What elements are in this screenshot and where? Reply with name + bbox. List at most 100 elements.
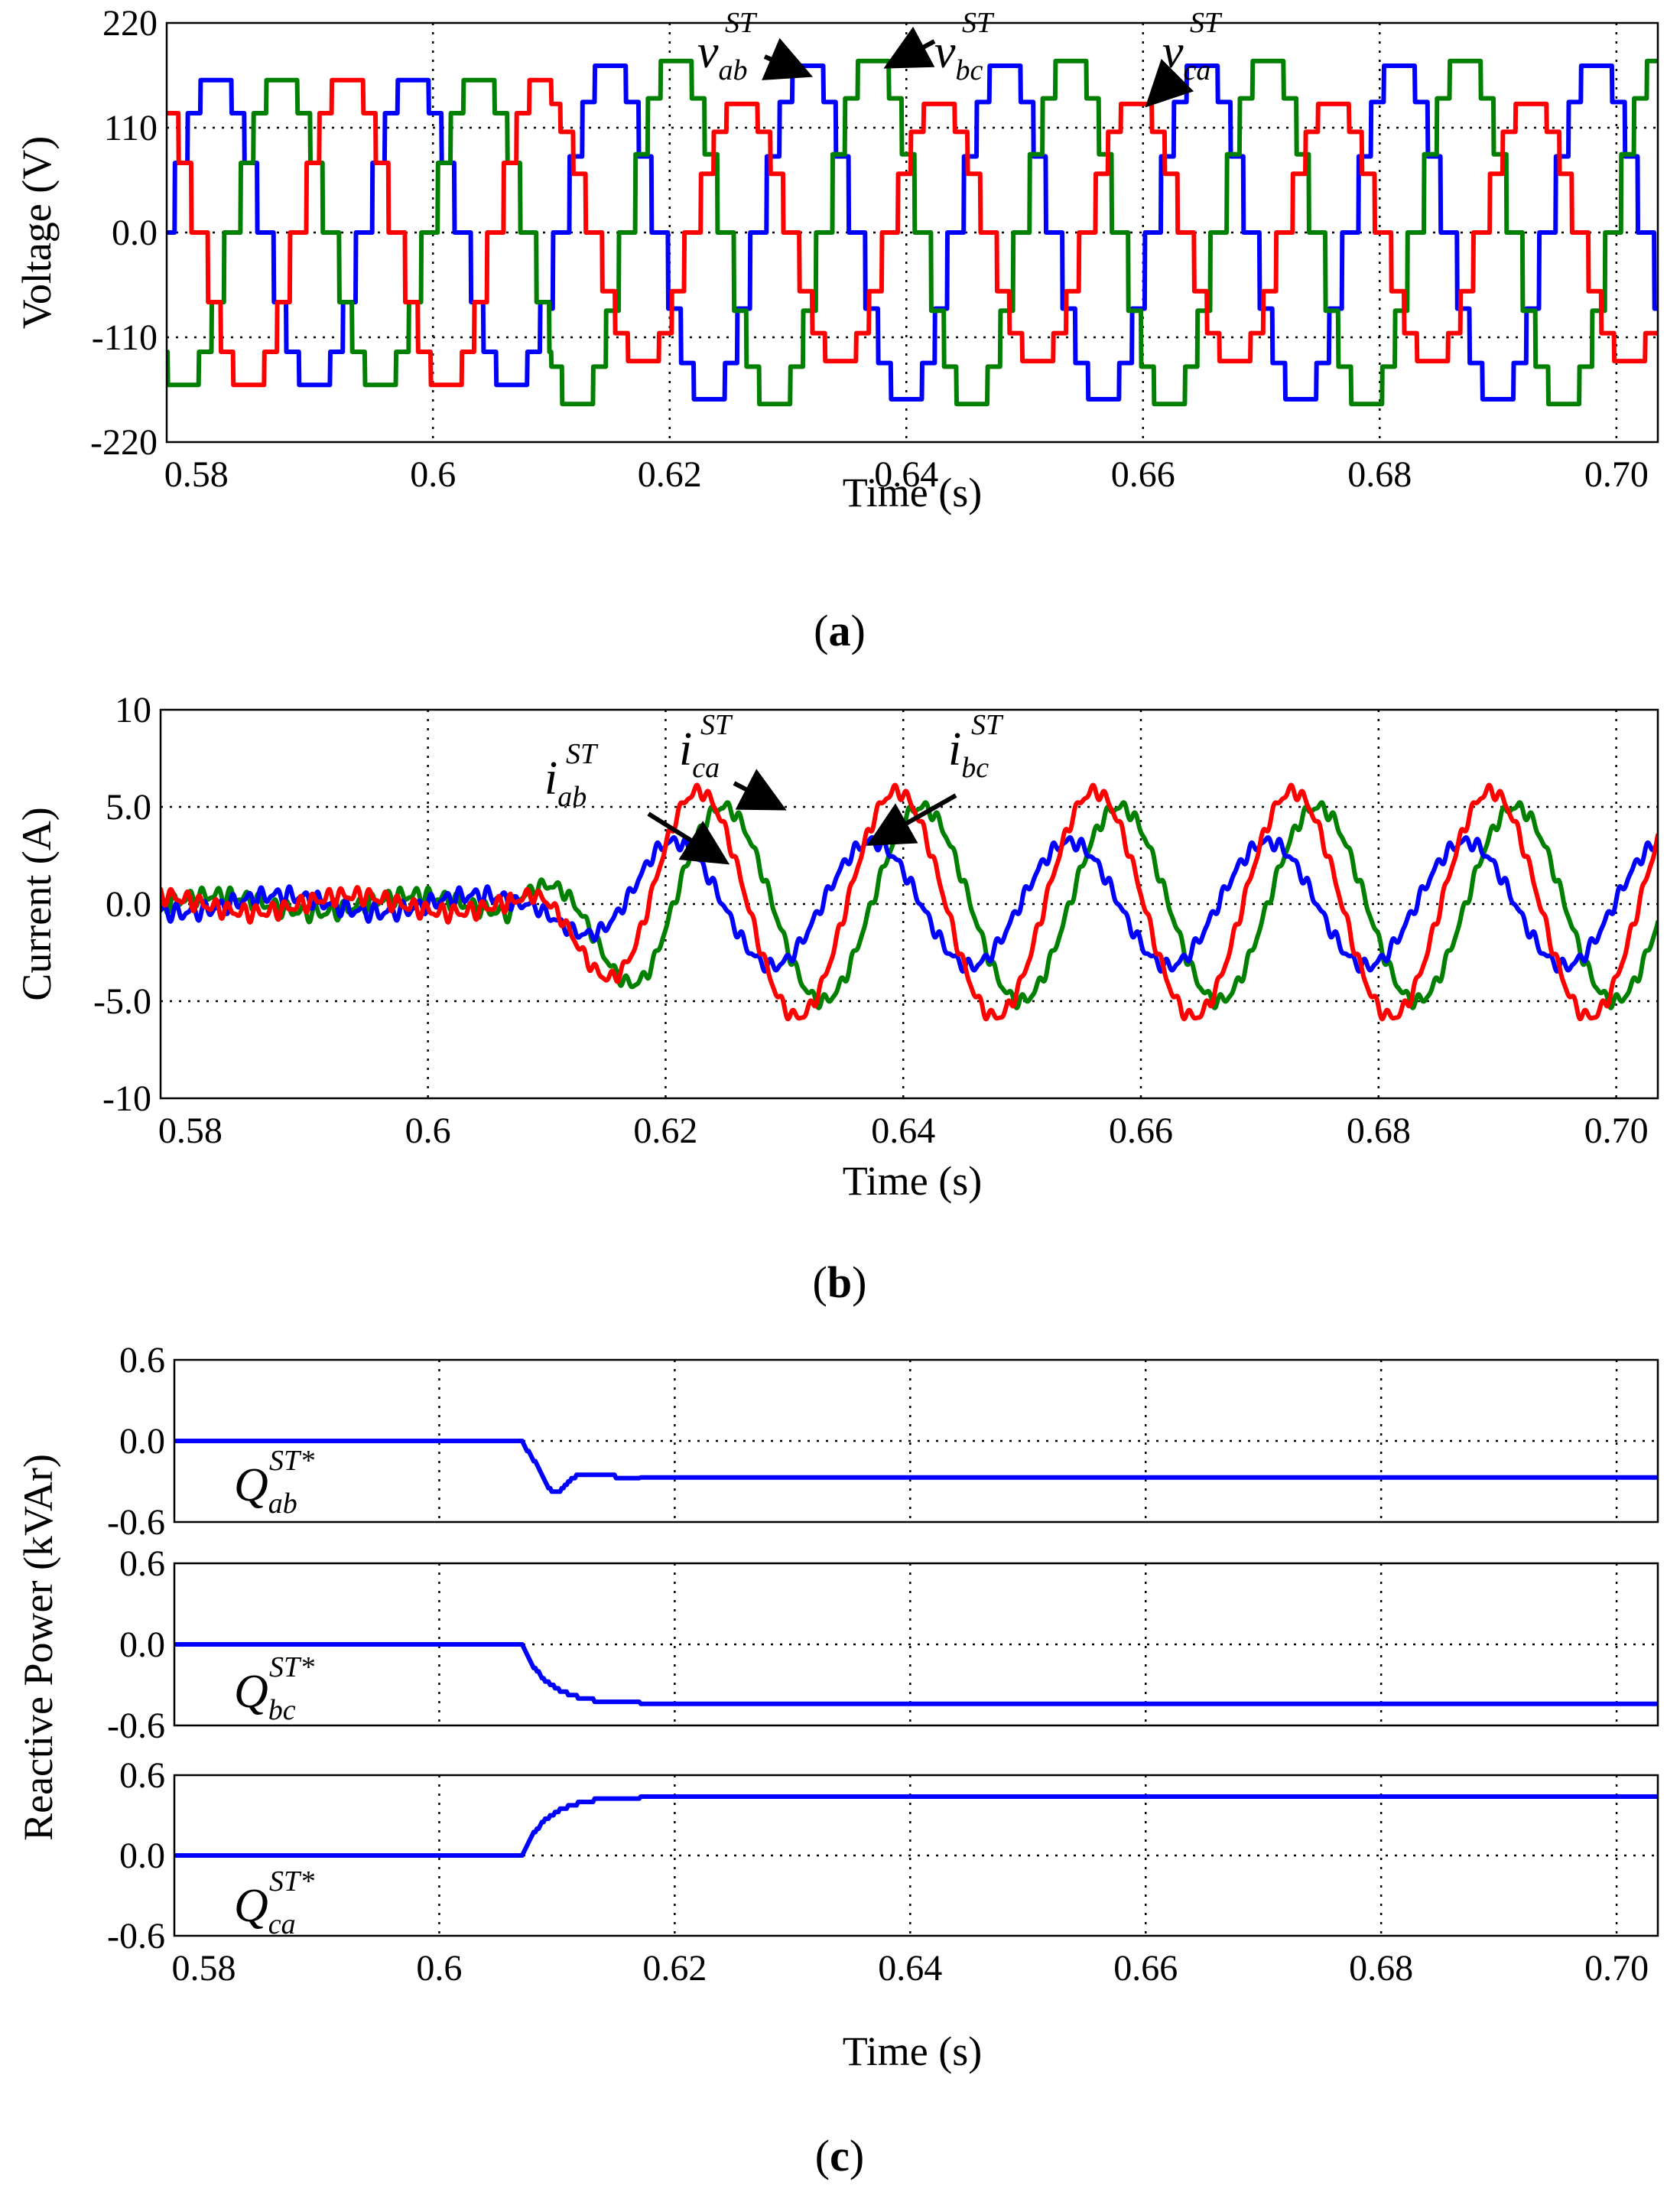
panel-b-y-ticks: 10 5.0 0.0 -5.0 -10 (93, 690, 151, 1119)
panel-b-ylabel: Current (A) (14, 807, 60, 1000)
q-ab-main: Q (234, 1459, 268, 1511)
ann-i-ab-sup: ST (566, 738, 599, 770)
svg-text:vab: vab (697, 26, 748, 86)
reactive-power-trace-ab (174, 1439, 1658, 1494)
panel-a-x-ticks: 0.58 0.6 0.62 0.64 0.66 0.68 0.70 (164, 454, 1649, 495)
panel-c3-xtick-label: 0.66 (1113, 1948, 1178, 1989)
panel-b-ytick-label: 5.0 (106, 787, 151, 828)
panel-a-xlabel: Time (s) (843, 470, 983, 515)
panel-a-letter: a (829, 606, 851, 655)
panel-c2-ytick-label: -0.6 (107, 1706, 165, 1746)
panel-c: 0.60.0-0.60.60.0-0.60.60.0-0.6 0.58 0.6 0.… (15, 1340, 1659, 2181)
ann-v-bc-sub: bc (956, 54, 983, 86)
panel-a-ytick-label: 220 (102, 3, 158, 44)
ann-i-ca-sub: ca (692, 752, 720, 784)
panel-a-ytick-label: 0.0 (112, 213, 158, 253)
panel-c2-ytick-label: 0.0 (119, 1624, 165, 1665)
panel-c3-xtick-label: 0.68 (1349, 1948, 1413, 1989)
arrow-i-ca (733, 769, 787, 811)
current-trace-bc (161, 800, 1658, 1010)
ann-v-ca-main: v (1162, 26, 1184, 78)
svg-text:Qbc: Qbc (234, 1666, 296, 1726)
panel-c-x-ticks: 0.58 0.6 0.62 0.64 0.66 0.68 0.70 (171, 1948, 1649, 1989)
panel-b-xtick-label: 0.64 (871, 1111, 935, 1151)
panel-c3-ytick-label: -0.6 (107, 1916, 165, 1956)
ann-i-bc-sup: ST (971, 709, 1004, 741)
panel-b-ytick-label: 10 (115, 690, 151, 730)
voltage-trace-ab (167, 63, 1658, 402)
ann-i-ab-sub: ab (557, 781, 587, 813)
panel-b-xlabel: Time (s) (843, 1158, 983, 1204)
ann-i-bc-main: i (948, 724, 961, 776)
panel-b-xtick-label: 0.68 (1347, 1111, 1411, 1151)
panel-b-xtick-label: 0.58 (158, 1111, 223, 1151)
panel-b-xtick-label: 0.6 (405, 1111, 451, 1151)
panel-a-frame (165, 21, 1659, 444)
panel-a-y-ticks: 220 110 0.0 -110 -220 (90, 3, 158, 463)
q-bc-sup: ST* (269, 1651, 314, 1683)
panel-a-label: (a) (814, 606, 866, 655)
panel-c-y-ticks: 0.60.0-0.60.60.0-0.60.60.0-0.6 (107, 1340, 165, 1956)
q-ab-sup: ST* (269, 1445, 314, 1477)
panel-c2-frame (173, 1562, 1659, 1727)
arrow-i-bc (866, 793, 957, 846)
panel-b-ytick-label: 0.0 (106, 884, 151, 925)
panel-c-ylabel: Reactive Power (kVAr) (15, 1454, 61, 1841)
label-q-ab: Qab ST* (234, 1445, 314, 1520)
panel-c3-xtick-label: 0.64 (878, 1948, 942, 1989)
panel-a-ytick-label: -220 (90, 422, 158, 463)
panel-b-x-ticks: 0.58 0.6 0.62 0.64 0.66 0.68 0.70 (158, 1111, 1649, 1151)
ann-v-ab-main: v (697, 26, 719, 78)
panel-b-xtick-label: 0.62 (633, 1111, 697, 1151)
ann-i-ca-sup: ST (700, 709, 733, 741)
panel-a-ytick-label: -110 (92, 317, 158, 358)
arrow-v-ab (762, 37, 814, 80)
ann-v-ab-sup: ST (725, 7, 758, 39)
label-q-bc: Qbc ST* (234, 1651, 314, 1726)
panel-c-label: (c) (815, 2131, 864, 2181)
panel-b-grid (161, 710, 1658, 1098)
q-ca-main: Q (234, 1880, 268, 1932)
ann-i-ca-main: i (679, 724, 692, 776)
arrow-v-ca (1145, 58, 1194, 108)
annotation-v-ab: vab ST (697, 7, 814, 86)
panel-b-ytick-label: -10 (102, 1078, 151, 1119)
panel-a-grid (167, 23, 1658, 442)
svg-text:Qca: Qca (234, 1880, 296, 1940)
annotation-i-ca: ica ST (679, 709, 787, 811)
q-ab-sub: ab (268, 1488, 297, 1520)
svg-text:iab: iab (544, 753, 587, 813)
annotation-v-ca: vca ST (1145, 7, 1223, 108)
svg-text:ica: ica (679, 724, 720, 784)
svg-text:ibc: ibc (948, 724, 989, 784)
arrow-v-bc (883, 26, 936, 69)
panel-c3-xtick-label: 0.6 (416, 1948, 462, 1989)
panel-b-frame (159, 708, 1659, 1100)
panel-a-ylabel: Voltage (V) (14, 136, 60, 329)
panel-b-xtick-label: 0.70 (1584, 1111, 1649, 1151)
panel-c-xlabel: Time (s) (843, 2028, 983, 2074)
panel-c3-xtick-label: 0.70 (1584, 1948, 1649, 1989)
voltage-trace-ca (167, 77, 1658, 388)
panel-a-xtick-label: 0.68 (1347, 454, 1412, 495)
panel-c-grid (174, 1360, 1658, 1936)
annotation-v-bc: vbc ST (883, 7, 995, 86)
current-trace-ab (161, 835, 1658, 974)
ann-v-bc-main: v (934, 26, 956, 78)
panel-a-xtick-label: 0.70 (1584, 454, 1649, 495)
panel-c3-xtick-label: 0.58 (171, 1948, 236, 1989)
ann-v-ca-sup: ST (1190, 7, 1223, 39)
svg-text:Qab: Qab (234, 1459, 297, 1520)
q-bc-main: Q (234, 1666, 268, 1718)
panel-c3-ytick-label: 0.0 (119, 1836, 165, 1876)
reactive-power-trace-bc (174, 1642, 1658, 1706)
q-ca-sub: ca (268, 1908, 296, 1940)
panel-c1-ytick-label: 0.0 (119, 1421, 165, 1462)
panel-b-ytick-label: -5.0 (93, 981, 151, 1022)
panel-c3-ytick-label: 0.6 (119, 1755, 165, 1796)
panel-a-ytick-label: 110 (104, 108, 158, 148)
panel-a-xtick-label: 0.62 (638, 454, 702, 495)
annotation-i-ab: iab ST (544, 738, 730, 865)
current-trace-ca (161, 782, 1658, 1022)
ann-v-ca-sub: ca (1184, 54, 1211, 86)
